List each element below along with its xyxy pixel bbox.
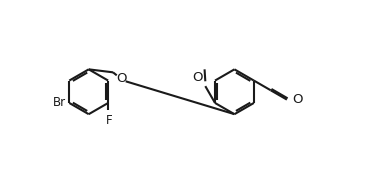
Text: O: O [292, 93, 302, 106]
Text: O: O [116, 72, 127, 85]
Text: Br: Br [53, 96, 66, 109]
Text: F: F [106, 114, 113, 127]
Text: O: O [192, 71, 203, 84]
